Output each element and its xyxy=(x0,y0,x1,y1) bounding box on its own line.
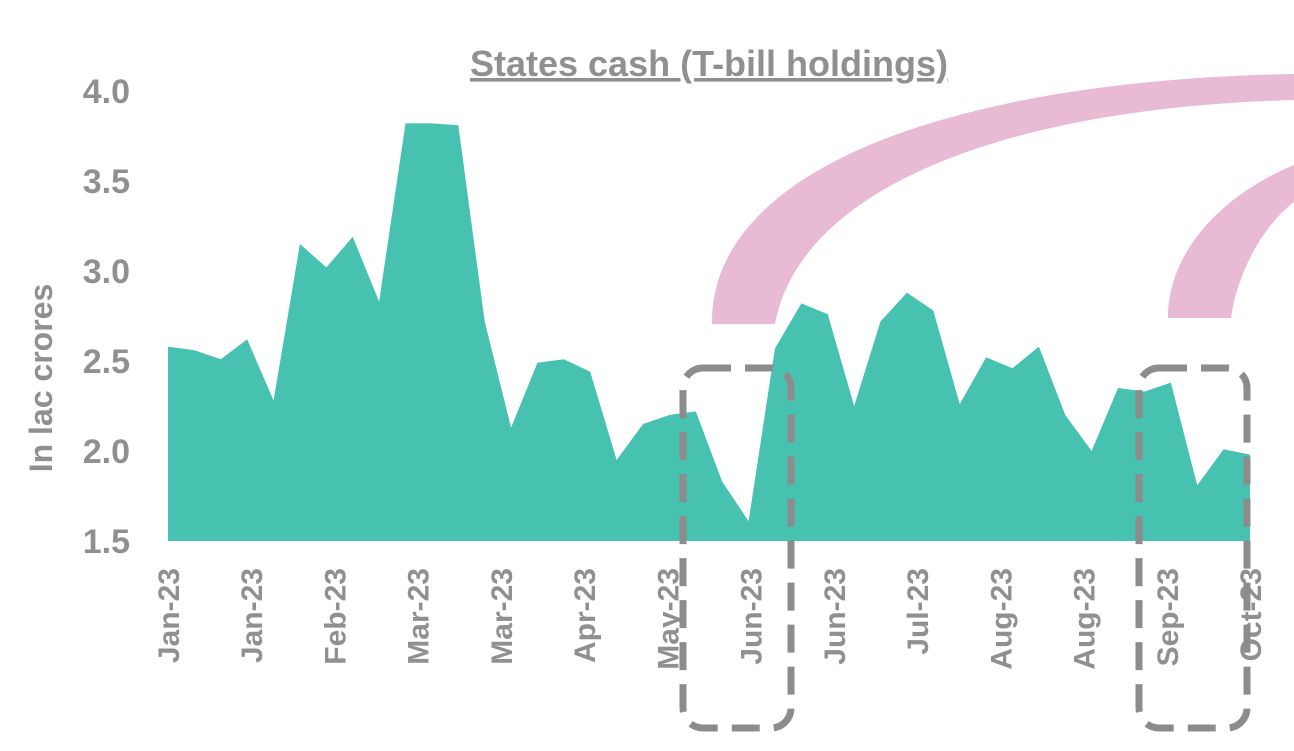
x-tick-label: Aug-23 xyxy=(1069,568,1102,670)
x-tick-label: Apr-23 xyxy=(569,568,602,663)
area-layer xyxy=(168,123,1250,542)
x-tick-label: Aug-23 xyxy=(985,568,1018,670)
x-tick-label: Jan-23 xyxy=(153,568,186,663)
y-axis-ticks: 4.0 3.5 3.0 2.5 2.0 1.5 xyxy=(83,73,130,561)
callout-arrow-1 xyxy=(711,74,1294,324)
highlight-box-june xyxy=(679,364,795,732)
highlight-box-october xyxy=(1135,364,1251,732)
y-tick-label: 2.5 xyxy=(83,343,130,381)
y-axis-label: In lac crores xyxy=(23,284,59,473)
callout-arrows xyxy=(711,74,1294,324)
x-axis-ticks: Jan-23 Jan-23 Feb-23 Mar-23 Mar-23 Apr-23 May-… xyxy=(153,568,1268,670)
x-tick-label: Jun-23 xyxy=(819,568,852,665)
x-tick-label: Mar-23 xyxy=(403,568,436,665)
x-tick-label: Mar-23 xyxy=(486,568,519,665)
x-tick-label: Jan-23 xyxy=(236,568,269,663)
y-tick-label: 3.5 xyxy=(83,163,130,201)
x-tick-label: Jun-23 xyxy=(736,568,769,665)
callout-arrow-2 xyxy=(1168,165,1294,318)
x-tick-label: Oct-23 xyxy=(1235,568,1268,661)
chart-title: States cash (T-bill holdings) xyxy=(470,43,948,84)
y-tick-label: 4.0 xyxy=(83,73,130,111)
y-tick-label: 3.0 xyxy=(83,253,130,291)
x-tick-label: Sep-23 xyxy=(1152,568,1185,666)
area-series xyxy=(168,123,1250,542)
highlight-boxes xyxy=(679,364,1251,732)
x-tick-label: Jul-23 xyxy=(902,568,935,655)
y-tick-label: 2.0 xyxy=(83,433,130,471)
y-tick-label: 1.5 xyxy=(83,523,130,561)
x-tick-label: Feb-23 xyxy=(319,568,352,665)
